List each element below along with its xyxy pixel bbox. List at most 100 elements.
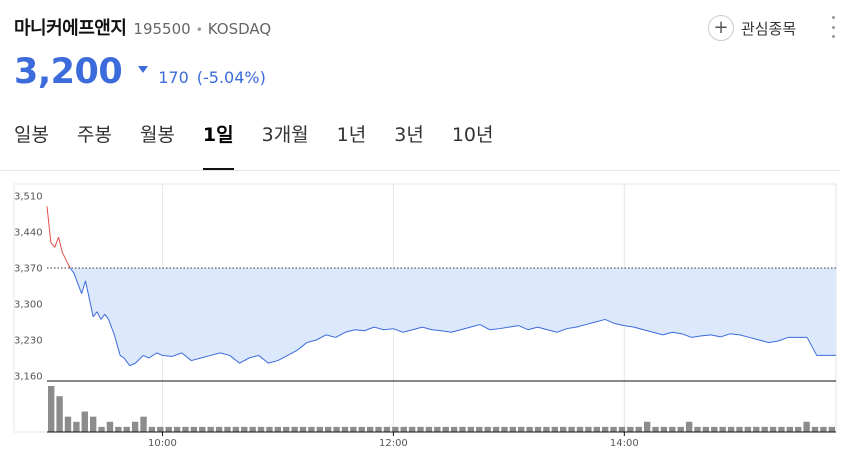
tab-3years[interactable]: 3년 [394, 124, 424, 146]
tab-1year[interactable]: 1년 [336, 124, 367, 146]
volume-bar [601, 426, 609, 432]
y-tick-label: 3,370 [14, 264, 43, 275]
below-reference-area [47, 268, 836, 366]
volume-bar [324, 426, 332, 432]
separator-dot: • [195, 23, 203, 37]
volume-bar [492, 426, 500, 432]
volume-bar [518, 426, 525, 432]
volume-bar [266, 426, 273, 432]
x-tick-label: 14:00 [610, 438, 639, 449]
volume-bar [811, 426, 819, 432]
current-price: 3,200 [14, 52, 123, 92]
price-row: 3,200 170 (-5.04%) [14, 52, 266, 92]
volume-bar [727, 426, 735, 432]
volume-bar [417, 426, 424, 432]
tab-daily[interactable]: 일봉 [14, 124, 49, 146]
volume-bar [350, 426, 357, 432]
volume-bar [711, 426, 718, 432]
volume-bar [719, 426, 726, 432]
volume-bar [685, 421, 693, 432]
volume-bar [48, 386, 55, 432]
tab-3months[interactable]: 3개월 [261, 124, 309, 146]
volume-bar [551, 426, 559, 432]
volume-bar [308, 426, 315, 432]
volume-bar [761, 426, 768, 432]
volume-bar [585, 426, 592, 432]
volume-bar [820, 426, 827, 432]
y-tick-label: 3,230 [14, 336, 43, 347]
y-tick-label: 3,440 [14, 228, 43, 239]
volume-bar [375, 426, 382, 432]
more-options-icon[interactable] [828, 16, 838, 38]
volume-bar [190, 426, 198, 432]
volume-bar [408, 426, 416, 432]
volume-bar [576, 426, 584, 432]
volume-bar [131, 421, 139, 432]
market-name: KOSDAQ [207, 20, 272, 38]
volume-bar [442, 426, 449, 432]
volume-bar [224, 426, 231, 432]
plus-icon: + [708, 15, 734, 41]
volume-bar [660, 426, 668, 432]
volume-bar [173, 426, 181, 432]
volume-bar [753, 426, 760, 432]
stock-header: 마니커에프앤지 195500 • KOSDAQ [14, 14, 271, 42]
volume-bar [232, 426, 240, 432]
volume-bar [316, 426, 323, 432]
volume-bar [165, 426, 172, 432]
tab-1day[interactable]: 1일 [202, 118, 234, 170]
volume-bar [560, 426, 567, 432]
volume-bar [501, 426, 508, 432]
volume-bar [526, 426, 533, 432]
volume-bar [400, 426, 407, 432]
volume-bar [249, 426, 256, 432]
volume-bar [241, 426, 248, 432]
volume-bar [769, 426, 777, 432]
volume-bar [459, 426, 466, 432]
volume-bar [392, 426, 399, 432]
volume-bar [182, 426, 189, 432]
stock-name: 마니커에프앤지 [14, 18, 127, 39]
volume-bar [81, 411, 88, 432]
volume-bar [534, 426, 542, 432]
down-arrow-icon [138, 66, 149, 73]
volume-bar [450, 426, 458, 432]
volume-bar [366, 426, 374, 432]
tab-10years[interactable]: 10년 [451, 124, 494, 146]
tab-divider [0, 170, 840, 171]
volume-bar [98, 426, 105, 432]
volume-bar [677, 426, 684, 432]
volume-bar [627, 426, 634, 432]
volume-bar [828, 426, 835, 432]
volume-bar [744, 426, 752, 432]
volume-bar [333, 426, 340, 432]
watchlist-button[interactable]: + 관심종목 [708, 14, 796, 42]
volume-bar [274, 426, 282, 432]
volume-bar [215, 426, 223, 432]
x-tick-label: 10:00 [148, 438, 177, 449]
volume-bar [467, 426, 475, 432]
price-line-down [69, 267, 836, 367]
volume-bar [106, 421, 114, 432]
volume-bar [669, 426, 676, 432]
tab-weekly[interactable]: 주봉 [76, 124, 112, 146]
y-tick-label: 3,160 [14, 372, 43, 383]
volume-bar [64, 416, 72, 432]
y-tick-label: 3,510 [14, 192, 43, 203]
volume-bar [568, 426, 575, 432]
volume-bar [299, 426, 307, 432]
volume-bar [786, 426, 794, 432]
volume-bar [778, 426, 785, 432]
volume-bar [643, 421, 651, 432]
volume-bar [89, 416, 97, 432]
volume-bar [543, 426, 550, 432]
price-change: 170 [158, 68, 189, 87]
x-tick-label: 12:00 [379, 438, 408, 449]
volume-bar [148, 426, 156, 432]
volume-bar [652, 426, 659, 432]
tab-monthly[interactable]: 월봉 [139, 124, 175, 146]
volume-bar [593, 426, 600, 432]
intraday-chart[interactable]: 3,510 3,440 3,370 3,300 3,230 3,160 10:00 12:00… [0, 172, 854, 451]
volume-bar [283, 426, 290, 432]
volume-bar [140, 416, 147, 432]
